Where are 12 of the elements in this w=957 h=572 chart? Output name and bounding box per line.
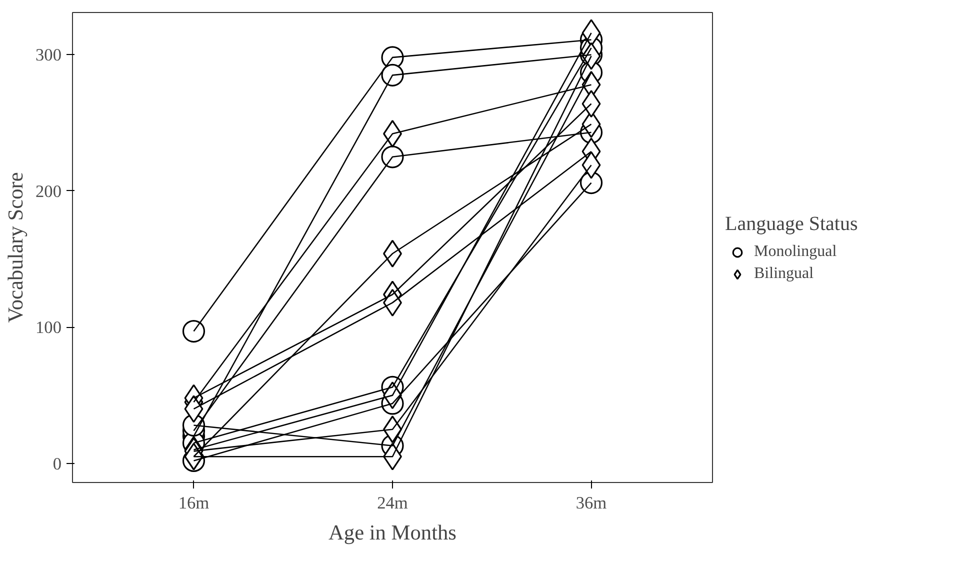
y-tick-label: 300: [36, 46, 62, 65]
x-tick-label: 36m: [576, 494, 608, 512]
x-tick-label: 24m: [377, 494, 408, 512]
x-axis-title: Age in Months: [328, 520, 456, 544]
x-tick-label: 16m: [178, 494, 210, 512]
y-tick-label: 0: [52, 454, 62, 474]
y-tick-label: 100: [36, 318, 62, 338]
y-axis-title: Vocabulary Score: [4, 172, 28, 323]
legend-label: Bilingual: [754, 264, 814, 282]
legend-title: Language Status: [725, 212, 858, 236]
legend-label: Monolingual: [754, 242, 837, 260]
y-tick-label: 200: [36, 182, 62, 201]
